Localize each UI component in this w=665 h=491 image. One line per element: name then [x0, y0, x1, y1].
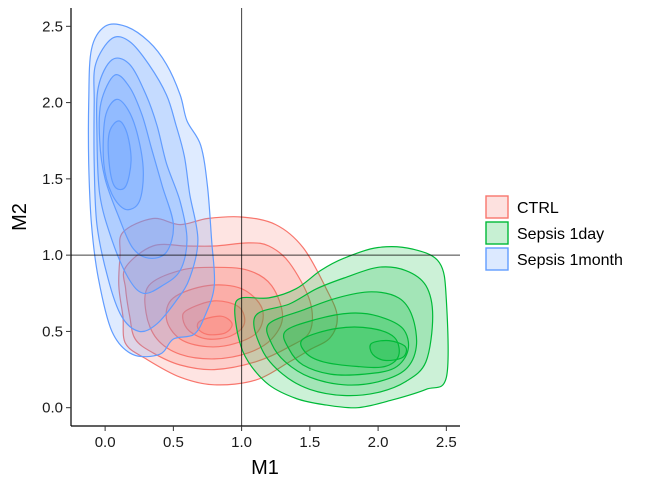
contour-level-3 — [266, 291, 418, 386]
legend: CTRL Sepsis 1day Sepsis 1month — [485, 195, 623, 271]
contour-level-6 — [107, 120, 132, 191]
x-tick-label: 1.5 — [299, 434, 320, 451]
legend-label: Sepsis 1month — [517, 252, 623, 269]
x-tick-label: 0.0 — [95, 434, 116, 451]
legend-label: Sepsis 1day — [517, 226, 604, 243]
x-tick-label: 2.5 — [436, 434, 457, 451]
x-tick-label: 1.0 — [231, 434, 252, 451]
contour-level-6 — [369, 339, 408, 362]
legend-label: CTRL — [517, 200, 559, 217]
contour-level-2 — [93, 36, 199, 333]
y-tick-label: 1.5 — [42, 171, 63, 188]
x-tick-label: 2.0 — [368, 434, 389, 451]
y-axis-title: M2 — [9, 203, 31, 231]
legend-item-sepsis-1day: Sepsis 1day — [485, 221, 604, 245]
legend-swatch — [485, 195, 509, 219]
y-tick-label: 1.0 — [42, 247, 63, 264]
series-sepsis-1day — [234, 246, 449, 409]
x-axis-title: M1 — [251, 457, 279, 479]
legend-item-sepsis-1month: Sepsis 1month — [485, 247, 623, 271]
y-tick-label: 0.0 — [42, 400, 63, 417]
legend-swatch — [485, 221, 509, 245]
contour-level-1 — [118, 216, 338, 386]
y-tick-label: 0.5 — [42, 323, 63, 340]
series-ctrl — [118, 216, 338, 386]
contour-level-2 — [253, 266, 434, 397]
x-tick-label: 0.5 — [163, 434, 184, 451]
legend-item-ctrl: CTRL — [485, 195, 559, 219]
axes: 0.0 0.5 1.0 1.5 2.0 2.5 0.0 0.5 1.0 1.5 2.0 2.5 — [42, 8, 460, 451]
y-tick-label: 2.5 — [42, 18, 63, 35]
contour-layers — [87, 23, 449, 409]
series-sepsis-1month — [87, 23, 216, 358]
y-tick-label: 2.0 — [42, 95, 63, 112]
contour-level-3 — [95, 57, 188, 295]
contour-level-1 — [87, 23, 216, 358]
contour-level-5 — [300, 326, 400, 369]
contour-level-6 — [196, 315, 233, 336]
reference-lines — [71, 8, 460, 426]
legend-swatch — [485, 247, 509, 271]
